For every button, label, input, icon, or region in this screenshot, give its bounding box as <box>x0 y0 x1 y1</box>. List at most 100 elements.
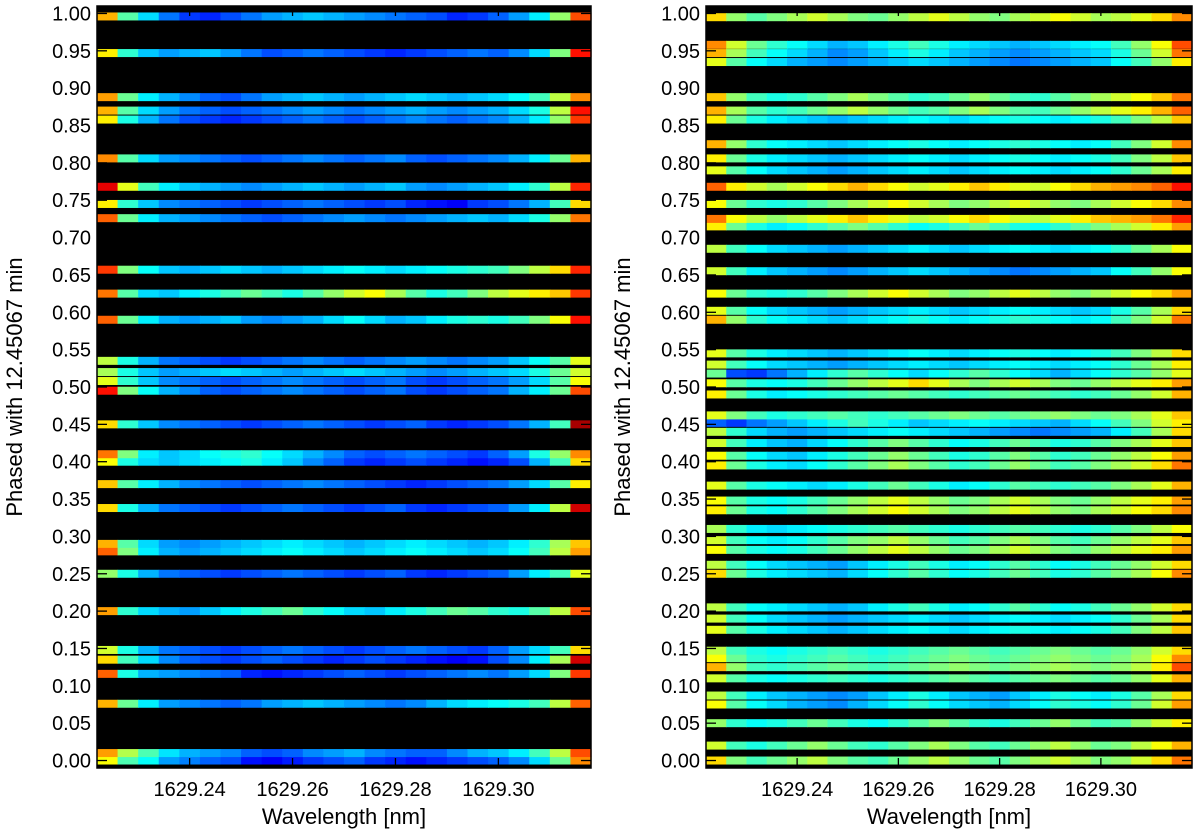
heatmap-cell <box>1050 691 1072 700</box>
heatmap-cell <box>969 418 991 427</box>
heatmap-cell <box>467 386 489 395</box>
heatmap-cell <box>766 411 788 420</box>
heatmap-cell <box>364 607 386 616</box>
heatmap-cell <box>868 49 889 58</box>
heatmap-cell <box>1070 222 1092 231</box>
spectrum-row <box>706 244 1193 253</box>
heatmap-cell <box>1030 182 1051 191</box>
heatmap-cell <box>1090 560 1112 569</box>
heatmap-cell <box>179 450 201 459</box>
heatmap-cell <box>868 306 889 315</box>
heatmap-cell <box>726 451 748 460</box>
heatmap-cell <box>241 368 263 377</box>
heatmap-cell <box>969 49 991 58</box>
heatmap-cell <box>1151 439 1173 448</box>
y-tick-label: 0.70 <box>52 228 91 250</box>
heatmap-cell <box>1131 411 1153 420</box>
heatmap-cell <box>787 719 808 728</box>
heatmap-cell <box>746 700 768 709</box>
heatmap-cell <box>1050 182 1072 191</box>
heatmap-cell <box>1009 58 1031 67</box>
heatmap-cell <box>949 166 970 175</box>
heatmap-cell <box>1171 451 1193 460</box>
heatmap-cell <box>1090 40 1112 49</box>
heatmap-cell <box>908 49 930 58</box>
heatmap-cell <box>426 607 448 616</box>
heatmap-cell <box>344 377 366 386</box>
heatmap-cell <box>908 614 930 623</box>
heatmap-cell <box>570 154 592 163</box>
heatmap-cell <box>827 244 849 253</box>
heatmap-cell <box>158 645 180 654</box>
heatmap-cell <box>766 674 788 683</box>
heatmap-cell <box>766 496 788 505</box>
heatmap-cell <box>241 199 263 208</box>
heatmap-cell <box>549 480 572 489</box>
heatmap-cell <box>426 669 448 678</box>
heatmap-cell <box>706 674 727 683</box>
heatmap-cell <box>908 700 930 709</box>
heatmap-cell <box>969 115 991 124</box>
heatmap-cell <box>344 607 366 616</box>
heatmap-cell <box>787 674 808 683</box>
heatmap-cell <box>989 427 1011 436</box>
heatmap-cell <box>97 450 119 459</box>
heatmap-cell <box>282 450 304 459</box>
heatmap-cell <box>158 539 180 548</box>
heatmap-cell <box>787 496 808 505</box>
spectrum-row <box>706 349 1193 358</box>
heatmap-cell <box>888 560 910 569</box>
spectrum-row <box>706 154 1193 163</box>
heatmap-cell <box>726 418 748 427</box>
heatmap-cell <box>508 289 530 298</box>
heatmap-cell <box>827 481 849 490</box>
heatmap-cell <box>1070 315 1092 324</box>
heatmap-cell <box>529 756 551 765</box>
heatmap-cell <box>529 504 551 513</box>
heatmap-cell <box>888 625 910 634</box>
heatmap-cell <box>766 569 788 578</box>
heatmap-cell <box>344 12 366 21</box>
heatmap-cell <box>158 386 180 395</box>
heatmap-cell <box>117 480 139 489</box>
heatmap-cell <box>827 106 849 115</box>
heatmap-cell <box>726 439 748 448</box>
heatmap-cell <box>1131 481 1153 490</box>
heatmap-cell <box>1050 536 1072 545</box>
spectrum-row <box>706 674 1193 683</box>
heatmap-cell <box>302 669 325 678</box>
heatmap-cell <box>179 539 201 548</box>
heatmap-cell <box>220 669 242 678</box>
heatmap-cell <box>766 13 788 22</box>
heatmap-cell <box>989 390 1011 399</box>
heatmap-cell <box>1171 700 1193 709</box>
heatmap-cell <box>199 93 222 102</box>
heatmap-cell <box>888 369 910 378</box>
heatmap-cell <box>1070 625 1092 634</box>
spectrum-row <box>97 49 592 58</box>
heatmap-cell <box>746 560 768 569</box>
heatmap-cell <box>1030 506 1051 515</box>
heatmap-cell <box>241 450 263 459</box>
heatmap-cell <box>1151 49 1173 58</box>
spectrum-row <box>706 603 1193 612</box>
heatmap-cell <box>508 669 530 678</box>
heatmap-cell <box>847 451 869 460</box>
heatmap-cell <box>726 691 748 700</box>
heatmap-cell <box>888 13 910 22</box>
heatmap-cell <box>364 480 386 489</box>
heatmap-cell <box>807 182 829 191</box>
heatmap-cell <box>928 524 950 533</box>
heatmap-cell <box>323 699 345 708</box>
heatmap-cell <box>1070 700 1092 709</box>
heatmap-cell <box>1131 214 1153 223</box>
heatmap-cell <box>726 166 748 175</box>
heatmap-cell <box>989 379 1011 388</box>
heatmap-cell <box>570 315 592 324</box>
heatmap-cell <box>220 420 242 429</box>
heatmap-cell <box>508 368 530 377</box>
heatmap-cell <box>1030 700 1051 709</box>
heatmap-cell <box>1070 603 1092 612</box>
heatmap-cell <box>549 539 572 548</box>
heatmap-cell <box>807 536 829 545</box>
